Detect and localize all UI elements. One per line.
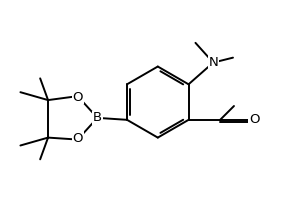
Text: N: N — [208, 56, 218, 69]
Text: O: O — [72, 91, 83, 104]
Text: O: O — [72, 132, 83, 145]
Text: O: O — [249, 113, 259, 126]
Text: B: B — [93, 111, 102, 124]
